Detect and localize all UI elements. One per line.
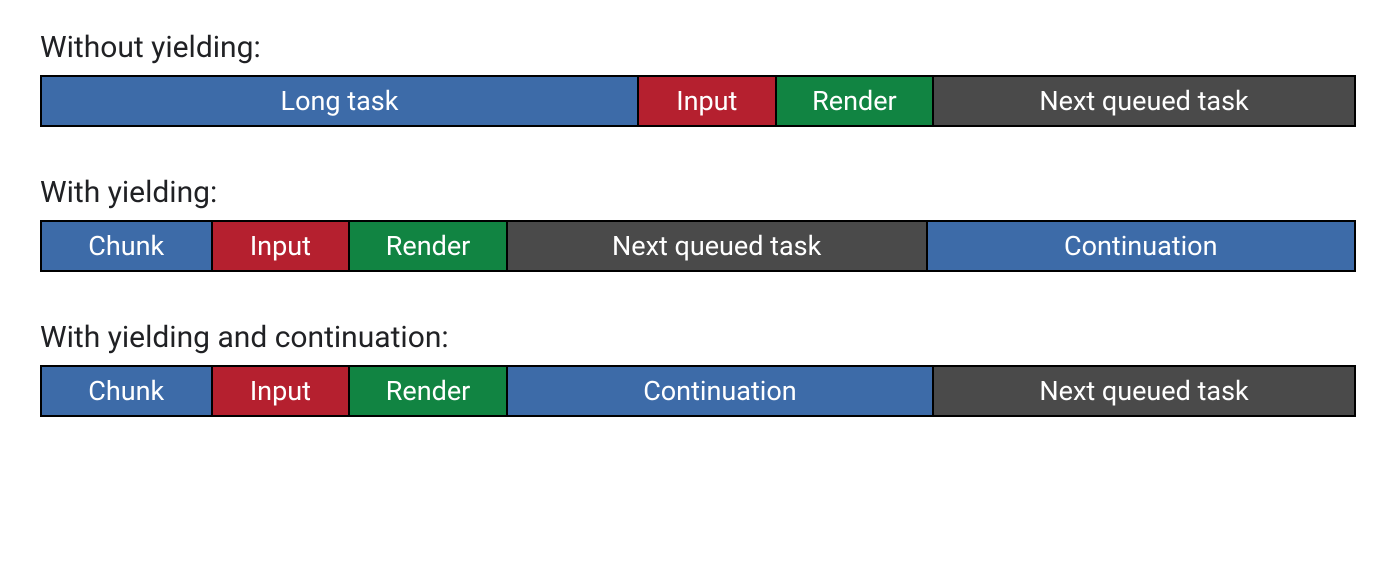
diagram-root: Without yielding:Long taskInputRenderNex… xyxy=(40,30,1356,417)
segment-2-2: Render xyxy=(350,367,507,415)
task-bar-1: ChunkInputRenderNext queued taskContinua… xyxy=(40,220,1356,272)
segment-0-2: Render xyxy=(777,77,934,125)
segment-0-3: Next queued task xyxy=(934,77,1354,125)
segment-2-3: Continuation xyxy=(508,367,934,415)
section-2: With yielding and continuation: ChunkInpu… xyxy=(40,320,1356,417)
segment-1-4: Continuation xyxy=(928,222,1354,270)
section-0: Without yielding: Long taskInputRenderNex… xyxy=(40,30,1356,127)
task-bar-2: ChunkInputRenderContinuationNext queued … xyxy=(40,365,1356,417)
section-title-1: With yielding: xyxy=(40,175,1356,210)
segment-2-4: Next queued task xyxy=(934,367,1354,415)
segment-0-1: Input xyxy=(639,77,777,125)
segment-0-0: Long task xyxy=(42,77,639,125)
section-1: With yielding: ChunkInputRenderNext queue… xyxy=(40,175,1356,272)
segment-1-3: Next queued task xyxy=(508,222,928,270)
section-title-0: Without yielding: xyxy=(40,30,1356,65)
segment-1-0: Chunk xyxy=(42,222,213,270)
segment-2-0: Chunk xyxy=(42,367,213,415)
segment-2-1: Input xyxy=(213,367,351,415)
segment-1-2: Render xyxy=(350,222,507,270)
segment-1-1: Input xyxy=(213,222,351,270)
task-bar-0: Long taskInputRenderNext queued task xyxy=(40,75,1356,127)
section-title-2: With yielding and continuation: xyxy=(40,320,1356,355)
